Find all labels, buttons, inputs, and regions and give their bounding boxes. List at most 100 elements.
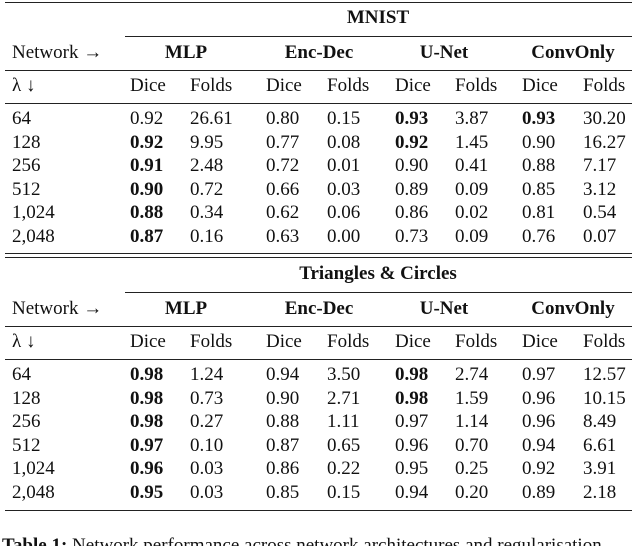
group-header: MLP: [164, 42, 208, 63]
cell: 2.74: [455, 364, 489, 385]
cell: 0.98: [130, 411, 164, 432]
cell: 0.92: [130, 131, 164, 153]
network-label: Network →: [12, 298, 103, 319]
subcolumn-header: Dice: [130, 331, 166, 352]
cell: 0.89: [395, 178, 429, 200]
lambda-label: λ ↓: [12, 75, 36, 96]
subcolumn-header: Folds: [190, 75, 233, 96]
cell: 3.87: [455, 108, 489, 129]
cell: 0.08: [327, 131, 361, 153]
cell: 0.90: [266, 387, 300, 409]
cell: 0.63: [266, 225, 300, 247]
row-label: 512: [12, 178, 41, 200]
cell: 0.00: [327, 225, 361, 247]
cell: 0.10: [190, 434, 224, 456]
row-label: 2,048: [12, 481, 55, 503]
cell: 0.41: [455, 155, 489, 176]
cell: 0.98: [395, 364, 429, 385]
cell: 0.03: [190, 458, 224, 479]
cell: 0.73: [190, 387, 224, 409]
subcolumn-header: Folds: [583, 75, 626, 96]
cell: 0.94: [395, 481, 429, 503]
cell: 1.11: [327, 411, 360, 432]
caption-label: Table 1:: [2, 535, 68, 546]
cell: 0.94: [266, 364, 300, 385]
cell: 0.87: [130, 225, 164, 247]
subcolumn-header: Dice: [130, 75, 166, 96]
cell: 0.07: [583, 225, 617, 247]
cell: 0.95: [130, 481, 164, 503]
cell: 9.95: [190, 131, 224, 153]
cell: 0.85: [266, 481, 300, 503]
cell: 0.81: [522, 202, 556, 223]
group-header: ConvOnly: [531, 42, 615, 63]
rule: [5, 103, 632, 104]
cell: 0.91: [130, 155, 164, 176]
cell: 30.20: [583, 108, 626, 129]
cell: 0.87: [266, 434, 300, 456]
cell: 0.96: [522, 411, 556, 432]
subcolumn-header: Dice: [522, 331, 558, 352]
cell: 0.89: [522, 481, 556, 503]
cell: 7.17: [583, 155, 617, 176]
cell: 0.09: [455, 178, 489, 200]
cell: 0.01: [327, 155, 361, 176]
rule: [5, 2, 632, 3]
cell: 1.24: [190, 364, 224, 385]
subcolumn-header: Folds: [455, 331, 498, 352]
cell: 0.92: [130, 108, 164, 129]
rule: [5, 326, 632, 327]
cell: 1.59: [455, 387, 489, 409]
network-label: Network →: [12, 42, 103, 63]
rule: [125, 292, 632, 293]
cell: 0.06: [327, 202, 361, 223]
cell: 0.98: [130, 387, 164, 409]
cell: 10.15: [583, 387, 626, 409]
rule: [5, 257, 632, 258]
cell: 0.20: [455, 481, 489, 503]
cell: 0.15: [327, 108, 361, 129]
cell: 2.48: [190, 155, 224, 176]
cell: 0.34: [190, 202, 224, 223]
rule: [125, 36, 632, 37]
cell: 6.61: [583, 434, 617, 456]
cell: 0.96: [130, 458, 164, 479]
cell: 0.70: [455, 434, 489, 456]
row-label: 128: [12, 387, 41, 409]
rule: [5, 253, 632, 254]
cell: 0.97: [522, 364, 556, 385]
cell: 26.61: [190, 108, 233, 129]
cell: 0.98: [130, 364, 164, 385]
group-header: U-Net: [419, 298, 469, 319]
cell: 3.91: [583, 458, 617, 479]
cell: 0.25: [455, 458, 489, 479]
cell: 0.15: [327, 481, 361, 503]
cell: 12.57: [583, 364, 626, 385]
cell: 8.49: [583, 411, 617, 432]
cell: 0.77: [266, 131, 300, 153]
subcolumn-header: Dice: [395, 75, 431, 96]
group-header: MLP: [164, 298, 208, 319]
cell: 0.03: [190, 481, 224, 503]
section-title: MNIST: [346, 7, 410, 28]
cell: 0.98: [395, 387, 429, 409]
row-label: 256: [12, 155, 41, 176]
cell: 0.86: [395, 202, 429, 223]
cell: 0.92: [395, 131, 429, 153]
subcolumn-header: Dice: [395, 331, 431, 352]
cell: 0.72: [190, 178, 224, 200]
cell: 1.14: [455, 411, 489, 432]
cell: 0.54: [583, 202, 617, 223]
caption-text: Network performance across network archi…: [72, 535, 602, 546]
group-header: U-Net: [419, 42, 469, 63]
rule: [5, 70, 632, 71]
cell: 0.03: [327, 178, 361, 200]
cell: 0.97: [395, 411, 429, 432]
cell: 0.95: [395, 458, 429, 479]
row-label: 1,024: [12, 458, 55, 479]
lambda-label: λ ↓: [12, 331, 36, 352]
cell: 2.18: [583, 481, 617, 503]
cell: 0.62: [266, 202, 300, 223]
row-label: 512: [12, 434, 41, 456]
subcolumn-header: Folds: [327, 331, 370, 352]
